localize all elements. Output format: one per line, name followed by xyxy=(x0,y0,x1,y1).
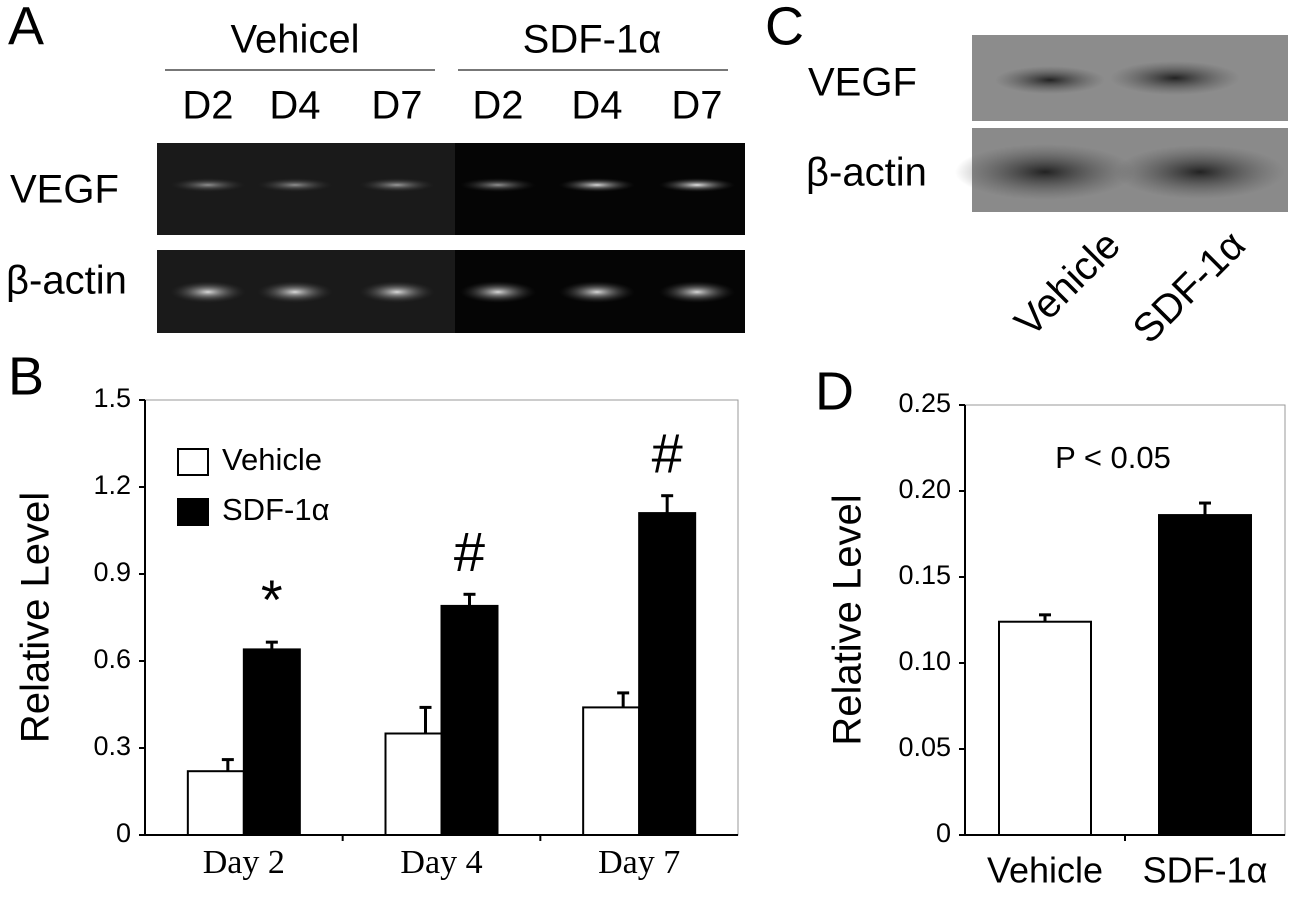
bar xyxy=(582,706,641,837)
blot-band xyxy=(1110,61,1240,95)
gel-band xyxy=(170,178,246,192)
lane-label: D4 xyxy=(571,84,622,128)
legend-label: SDF-1α xyxy=(222,492,330,527)
gel-band xyxy=(359,281,435,303)
gel-band xyxy=(257,281,333,303)
legend-swatch xyxy=(177,448,209,476)
legend-swatch xyxy=(177,498,209,526)
gel-band xyxy=(359,178,435,192)
lane-label: D7 xyxy=(671,84,722,128)
y-tick-label: 0.05 xyxy=(898,732,951,762)
x-tick-label: Day 2 xyxy=(203,844,285,881)
lane-label: D4 xyxy=(269,84,320,128)
x-tick-label: SDF-1α xyxy=(1143,850,1268,891)
panel-letter: D xyxy=(815,361,854,421)
panel-letter: C xyxy=(765,0,804,56)
lane-label: D7 xyxy=(371,84,422,128)
y-tick-label: 0.25 xyxy=(898,388,951,418)
blot-band xyxy=(955,144,1135,200)
bar xyxy=(998,620,1092,836)
group-label: SDF-1α xyxy=(523,18,662,62)
gel-band xyxy=(460,178,536,192)
gel-band xyxy=(559,178,635,192)
y-tick-label: 0.15 xyxy=(898,560,951,590)
blot-band xyxy=(1115,145,1285,199)
y-tick-label: 0.10 xyxy=(898,646,951,676)
y-axis-label: Relative Level xyxy=(826,494,870,745)
x-tick-label: Vehicle xyxy=(987,850,1103,891)
gel-band xyxy=(170,281,246,303)
y-tick-label: 0.6 xyxy=(93,644,131,674)
group-label: Vehicel xyxy=(231,18,360,62)
y-tick-label: 1.5 xyxy=(93,383,131,413)
blot-band xyxy=(995,66,1105,94)
bar xyxy=(242,648,301,837)
y-tick-label: 0.20 xyxy=(898,474,951,504)
bar xyxy=(1158,514,1252,837)
lane-label: Vehicle xyxy=(1007,223,1129,345)
lane-label: D2 xyxy=(182,84,233,128)
row-label: VEGF xyxy=(808,61,917,105)
row-label: VEGF xyxy=(10,168,119,212)
gel-band xyxy=(659,281,735,303)
y-tick-label: 0.3 xyxy=(93,731,131,761)
annotation: # xyxy=(454,520,485,583)
panel-letter: B xyxy=(8,346,44,406)
bar xyxy=(440,604,499,837)
bar xyxy=(638,512,697,836)
y-tick-label: 0.9 xyxy=(93,557,131,587)
gel-band xyxy=(559,281,635,303)
gel-band xyxy=(659,178,735,192)
gel-band xyxy=(460,281,536,303)
x-tick-label: Day 7 xyxy=(598,844,680,881)
row-label: β-actin xyxy=(806,151,927,195)
annotation: * xyxy=(261,568,283,631)
row-label: β-actin xyxy=(6,259,127,303)
legend-label: Vehicle xyxy=(222,442,322,477)
y-tick-label: 0 xyxy=(936,818,951,848)
bar xyxy=(384,732,443,836)
y-tick-label: 1.2 xyxy=(93,470,131,500)
lane-label: SDF-1α xyxy=(1125,223,1254,352)
gel-band xyxy=(257,178,333,192)
x-tick-label: Day 4 xyxy=(400,844,482,881)
lane-label: D2 xyxy=(472,84,523,128)
bar xyxy=(186,770,245,837)
panel-letter: A xyxy=(8,0,44,56)
y-tick-label: 0 xyxy=(116,818,131,848)
y-axis-label: Relative Level xyxy=(14,492,58,743)
annotation: # xyxy=(652,421,683,484)
annotation: P < 0.05 xyxy=(1055,440,1171,475)
